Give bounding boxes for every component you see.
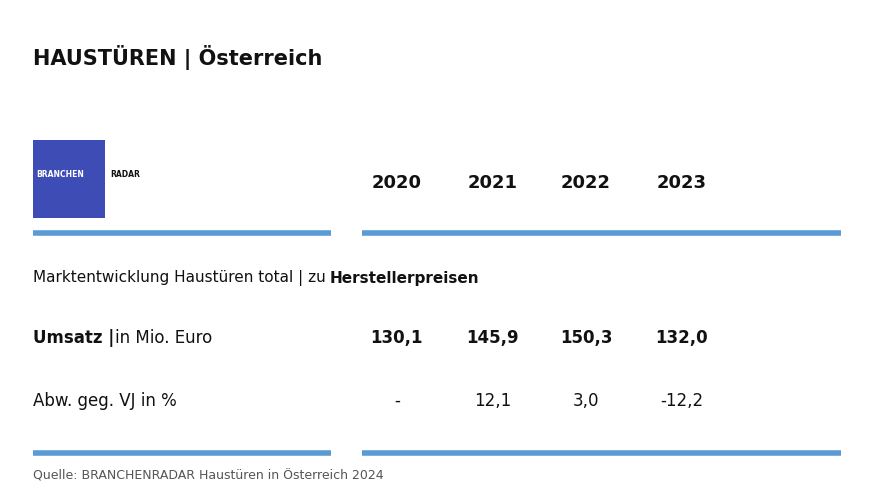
Text: in Mio. Euro: in Mio. Euro: [115, 329, 213, 347]
Text: RADAR: RADAR: [110, 170, 140, 179]
Text: 150,3: 150,3: [560, 329, 612, 347]
Text: 132,0: 132,0: [656, 329, 708, 347]
Text: 3,0: 3,0: [573, 392, 599, 410]
Text: 12,1: 12,1: [474, 392, 511, 410]
Text: 130,1: 130,1: [371, 329, 423, 347]
Text: 2022: 2022: [561, 174, 611, 192]
Text: Abw. geg. VJ in %: Abw. geg. VJ in %: [33, 392, 177, 410]
Text: Marktentwicklung Haustüren total | zu: Marktentwicklung Haustüren total | zu: [33, 270, 330, 286]
Text: 2023: 2023: [657, 174, 707, 192]
Text: HAUSTÜREN | Österreich: HAUSTÜREN | Österreich: [33, 45, 323, 70]
Text: 145,9: 145,9: [467, 329, 519, 347]
Text: -12,2: -12,2: [660, 392, 704, 410]
FancyBboxPatch shape: [33, 140, 105, 218]
Text: Quelle: BRANCHENRADAR Haustüren in Österreich 2024: Quelle: BRANCHENRADAR Haustüren in Öster…: [33, 469, 384, 482]
Text: Herstellerpreisen: Herstellerpreisen: [330, 271, 480, 286]
Text: BRANCHEN: BRANCHEN: [36, 170, 84, 179]
Text: 2020: 2020: [371, 174, 422, 192]
Text: Umsatz |: Umsatz |: [33, 329, 120, 347]
Text: 2021: 2021: [467, 174, 518, 192]
Text: -: -: [394, 392, 399, 410]
